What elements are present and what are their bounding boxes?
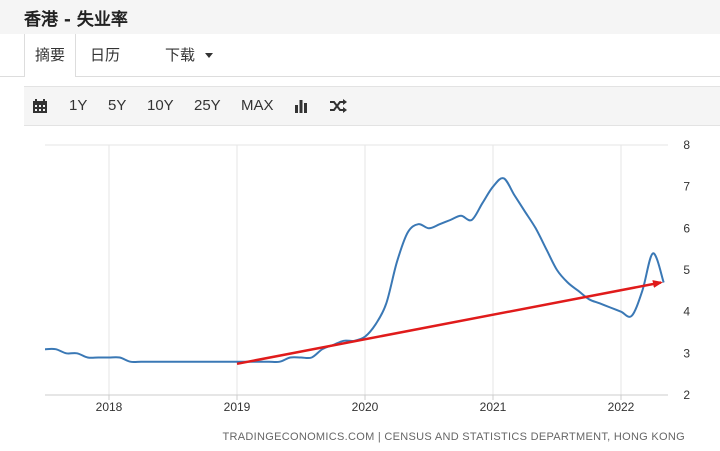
page-title: 香港 - 失业率 <box>24 10 128 30</box>
tab-summary-label: 摘要 <box>34 46 65 64</box>
y-tick-label: 6 <box>683 221 690 235</box>
range-5y-button[interactable]: 5Y <box>108 97 127 114</box>
x-tick-label: 2020 <box>352 400 379 414</box>
shuffle-icon[interactable] <box>329 87 347 125</box>
x-tick-label: 2021 <box>480 400 507 414</box>
x-tick-label: 2022 <box>608 400 635 414</box>
tab-download-label: 下载 <box>165 46 196 64</box>
series-line-unemployment <box>44 177 665 364</box>
y-tick-label: 8 <box>683 138 690 152</box>
range-1y-button[interactable]: 1Y <box>69 97 88 114</box>
range-25y-button[interactable]: 25Y <box>194 97 221 114</box>
caret-down-icon <box>204 53 213 58</box>
y-axis-labels: 2 3 4 5 6 7 8 <box>683 138 690 402</box>
y-tick-label: 4 <box>683 305 690 319</box>
x-axis-labels: 2018 2019 2020 2021 2022 <box>96 400 635 414</box>
tab-calendar[interactable]: 日历 <box>90 34 120 76</box>
y-tick-label: 7 <box>683 180 690 194</box>
source-credit: TRADINGECONOMICS.COM | CENSUS AND STATIS… <box>223 431 686 443</box>
range-max-button[interactable]: MAX <box>241 97 274 114</box>
chart-toolbar: 1Y 5Y 10Y 25Y MAX <box>24 86 720 126</box>
y-tick-label: 5 <box>683 263 690 277</box>
tab-download[interactable]: 下载 <box>165 34 213 76</box>
trend-arrow-annotation <box>236 280 663 366</box>
tab-summary[interactable]: 摘要 <box>24 34 76 77</box>
x-tick-label: 2019 <box>224 400 251 414</box>
y-tick-label: 2 <box>683 388 690 402</box>
tab-bar: 摘要 日历 下载 <box>0 34 720 77</box>
y-tick-label: 3 <box>683 346 690 360</box>
tab-calendar-label: 日历 <box>90 46 121 64</box>
title-bar: 香港 - 失业率 <box>0 0 720 34</box>
x-tick-label: 2018 <box>96 400 123 414</box>
calendar-icon[interactable] <box>32 87 48 125</box>
unemployment-line-chart: 2018 2019 2020 2021 2022 2 3 4 5 6 7 8 TRADINGECON… <box>44 138 690 443</box>
bar-chart-icon[interactable] <box>294 87 308 125</box>
range-10y-button[interactable]: 10Y <box>147 97 174 114</box>
